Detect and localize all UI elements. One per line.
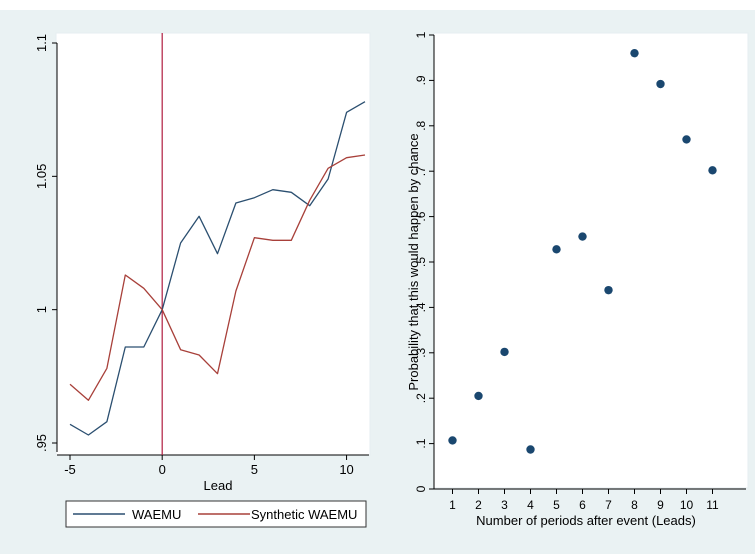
right-x-tick-label: 5: [553, 498, 560, 512]
right-axes: 0.1.2.3.4.5.6.7.8.911 2 3 4 5 6 7 8 9 10 11: [414, 31, 746, 512]
right-y-tick-label: .9: [414, 75, 428, 85]
left-axes: .95 1 1.05 1.1 -5 0 5 10: [34, 34, 369, 477]
scatter-point: [708, 166, 717, 175]
series-line-waemu: [69, 101, 366, 436]
left-x-tick-label: -5: [64, 462, 76, 477]
left-y-tick-label: 1.1: [34, 34, 49, 52]
right-y-tick-label: .5: [414, 257, 428, 267]
right-y-axis-label: Probability that this would happen by ch…: [406, 133, 421, 390]
right-x-axis-label: Number of periods after event (Leads): [476, 513, 696, 528]
left-y-tick-label: 1: [34, 306, 49, 313]
right-x-tick-label: 11: [706, 498, 719, 512]
right-x-tick-label: 4: [527, 498, 534, 512]
right-y-tick-label: .4: [414, 302, 428, 312]
legend-label-waemu: WAEMU: [132, 507, 181, 522]
top-strip: [0, 0, 755, 10]
right-x-tick-label: 9: [657, 498, 664, 512]
left-x-tick-label: 10: [339, 462, 353, 477]
left-x-tick-label: 5: [251, 462, 258, 477]
left-x-tick-label: 0: [159, 462, 166, 477]
right-y-tick-label: .1: [414, 438, 428, 448]
scatter-point: [682, 135, 691, 144]
scatter-point: [656, 79, 665, 89]
right-x-tick-label: 10: [680, 498, 694, 512]
right-x-tick-label: 7: [605, 498, 612, 512]
right-x-tick-label: 2: [475, 498, 482, 512]
series-line-synthetic-waemu: [69, 154, 366, 401]
right-y-tick-label: .8: [414, 120, 428, 130]
right-y-tick-label: .7: [414, 166, 428, 176]
right-points: [448, 48, 717, 454]
left-y-tick-label: .95: [34, 434, 49, 452]
scatter-point: [500, 347, 509, 357]
right-x-tick-label: 1: [449, 498, 456, 512]
left-y-tick-label: 1.05: [34, 164, 49, 189]
right-plot-area: [433, 32, 749, 489]
right-y-tick-label: .3: [414, 347, 428, 357]
right-y-tick-label: .6: [414, 211, 428, 221]
scatter-point: [526, 445, 535, 454]
right-y-tick-label: 0: [414, 485, 428, 492]
legend-label-synthetic-waemu: Synthetic WAEMU: [251, 507, 357, 522]
scatter-point: [552, 245, 561, 254]
scatter-point: [604, 285, 613, 295]
left-lines: [69, 33, 366, 455]
scatter-point: [448, 436, 457, 445]
left-x-axis-label: Lead: [204, 478, 233, 493]
scatter-point: [474, 391, 483, 401]
right-x-tick-label: 6: [579, 498, 586, 512]
right-y-tick-label: .2: [414, 393, 428, 403]
right-x-tick-label: 3: [501, 498, 508, 512]
right-x-tick-label: 8: [631, 498, 638, 512]
right-y-tick-label: 1: [414, 31, 428, 38]
scatter-point: [578, 232, 587, 241]
scatter-point: [630, 48, 639, 58]
